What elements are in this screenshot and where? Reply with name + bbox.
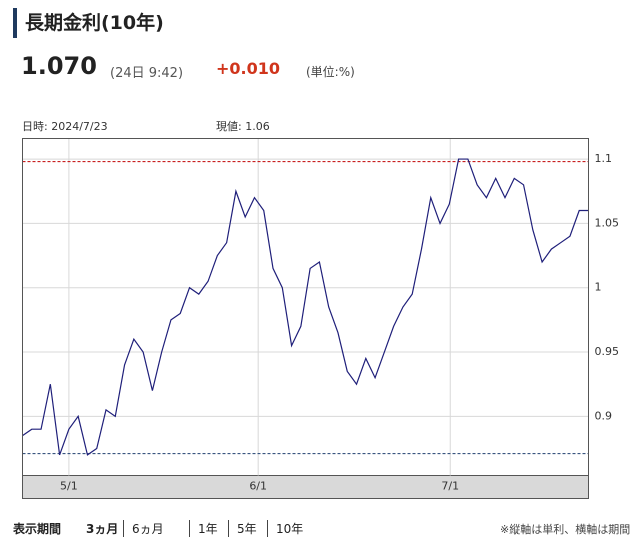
y-tick-label: 0.95: [595, 345, 620, 358]
x-tick-label: 5/1: [60, 480, 78, 493]
chart: 日時: 2024/7/23 現値: 1.06 0.9 0.95 1 1.05 1.1 5/…: [22, 120, 620, 499]
y-tick-label: 1: [595, 281, 602, 294]
current-value: 1.070: [21, 52, 97, 80]
x-axis-band: [22, 475, 589, 499]
change: +0.010: [216, 59, 281, 78]
info-current: 現値: 1.06: [216, 120, 270, 133]
note: ※縦軸は単利、横軸は期間: [500, 523, 631, 536]
y-tick-label: 1.05: [595, 216, 620, 229]
period-option[interactable]: 3ヵ月: [86, 522, 119, 536]
time: (24日 9:42): [110, 66, 184, 81]
period-option[interactable]: 5年: [228, 520, 265, 537]
plot-frame: [22, 138, 589, 499]
info-date: 日時: 2024/7/23: [22, 120, 108, 133]
unit: (単位:%): [306, 65, 355, 79]
period-option[interactable]: 6ヵ月: [123, 520, 172, 537]
title: 長期金利(10年): [25, 12, 164, 34]
x-tick-label: 6/1: [249, 480, 267, 493]
title-bar: [13, 8, 17, 38]
y-tick-label: 0.9: [595, 409, 613, 422]
footer-label: 表示期間: [13, 522, 62, 536]
plot-frame: [22, 138, 589, 499]
period-option[interactable]: 1年: [189, 520, 226, 537]
x-tick-label: 7/1: [441, 480, 459, 493]
y-tick-label: 1.1: [595, 152, 613, 165]
period-option[interactable]: 10年: [267, 520, 311, 537]
line: [22, 158, 589, 456]
